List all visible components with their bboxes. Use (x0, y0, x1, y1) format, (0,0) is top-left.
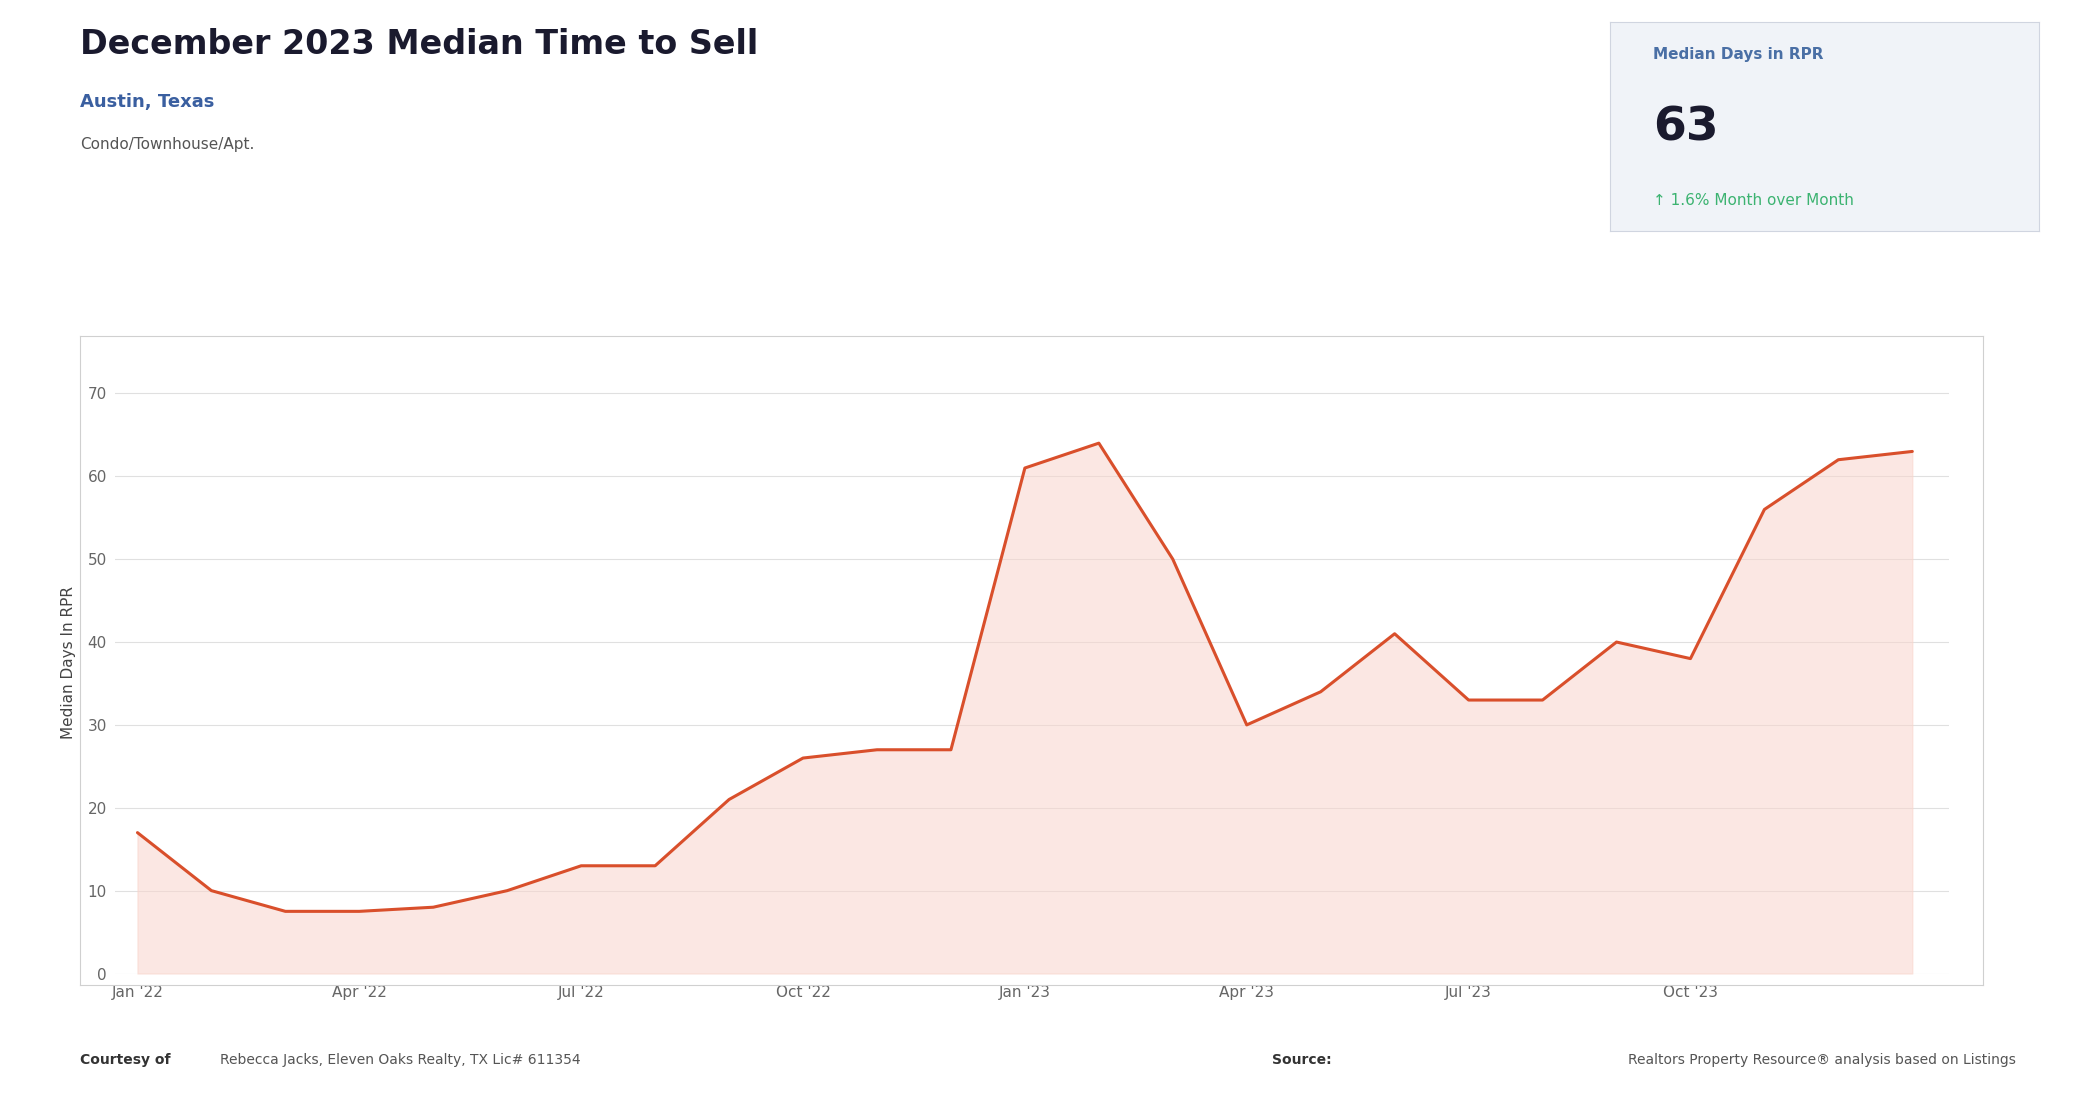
Y-axis label: Median Days In RPR: Median Days In RPR (61, 586, 75, 739)
Text: December 2023 Median Time to Sell: December 2023 Median Time to Sell (80, 28, 759, 60)
Text: 63: 63 (1654, 106, 1719, 151)
Text: ↑ 1.6% Month over Month: ↑ 1.6% Month over Month (1654, 194, 1853, 208)
Text: Median Days in RPR: Median Days in RPR (1654, 47, 1824, 62)
Text: Realtors Property Resource® analysis based on Listings: Realtors Property Resource® analysis bas… (1629, 1053, 2016, 1067)
Text: Source:: Source: (1272, 1053, 1337, 1067)
Text: Condo/Townhouse/Apt.: Condo/Townhouse/Apt. (80, 138, 254, 153)
Text: Courtesy of: Courtesy of (80, 1053, 176, 1067)
Text: Austin, Texas: Austin, Texas (80, 94, 214, 111)
Text: Rebecca Jacks, Eleven Oaks Realty, TX Lic# 611354: Rebecca Jacks, Eleven Oaks Realty, TX Li… (220, 1053, 581, 1067)
